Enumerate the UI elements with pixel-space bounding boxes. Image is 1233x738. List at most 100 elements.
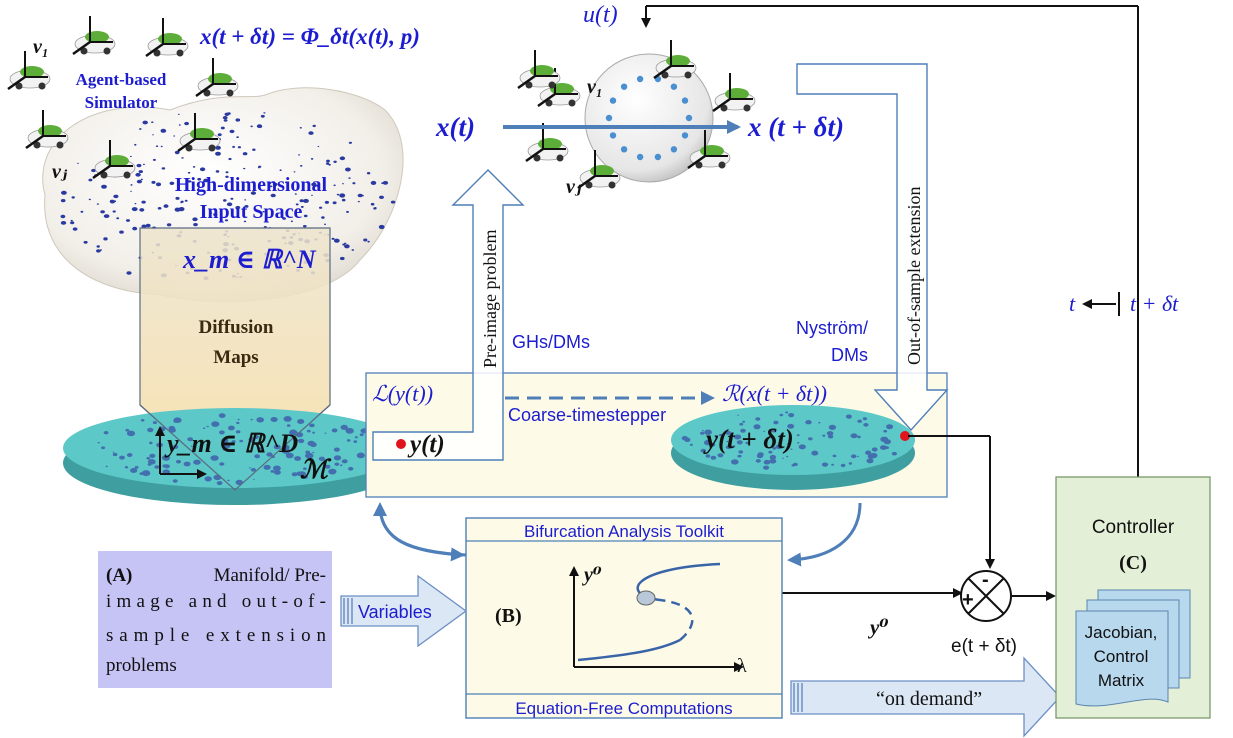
manifold-symbol: ℳ xyxy=(300,455,332,484)
texture-dot xyxy=(237,146,241,149)
texture-dot xyxy=(132,226,138,231)
texture-dot xyxy=(339,156,346,161)
texture-dot xyxy=(91,168,96,173)
variables-arrow-stripes xyxy=(343,598,353,624)
texture-dot xyxy=(381,182,384,185)
texture-dot xyxy=(96,203,99,205)
texture-dot xyxy=(163,204,169,208)
texture-dot xyxy=(325,162,330,165)
texture-dot xyxy=(206,425,209,428)
texture-dot xyxy=(883,439,891,445)
car-icon xyxy=(687,130,731,170)
texture-dot xyxy=(755,417,761,421)
texture-dot xyxy=(103,431,109,435)
texture-dot xyxy=(755,459,761,463)
texture-dot xyxy=(285,452,294,459)
texture-dot xyxy=(333,238,340,243)
texture-dot xyxy=(808,437,813,441)
texture-dot xyxy=(273,420,276,422)
texture-dot xyxy=(374,207,377,209)
texture-dot xyxy=(160,145,163,148)
texture-dot xyxy=(294,193,297,195)
variables-label: Variables xyxy=(358,602,432,622)
texture-dot xyxy=(145,223,151,228)
texture-dot xyxy=(190,445,193,447)
texture-dot xyxy=(113,200,117,203)
texture-dot xyxy=(70,219,73,222)
turning-point xyxy=(636,590,656,606)
texture-dot xyxy=(737,454,742,458)
texture-dot xyxy=(303,225,307,228)
on-demand-arrow xyxy=(790,656,1061,738)
texture-dot xyxy=(818,421,821,424)
texture-dot xyxy=(709,442,716,447)
texture-dot xyxy=(71,196,75,199)
texture-dot xyxy=(130,468,138,473)
texture-dot xyxy=(193,459,201,465)
texture-dot xyxy=(284,181,288,184)
texture-dot xyxy=(149,453,156,458)
texture-dot xyxy=(737,414,739,416)
ghs-dms-label: GHs/DMs xyxy=(512,332,590,352)
texture-dot xyxy=(719,433,723,437)
texture-dot xyxy=(235,118,241,122)
control-input-label: u(t) xyxy=(583,2,618,28)
texture-dot xyxy=(151,121,154,123)
texture-dot xyxy=(283,416,292,422)
texture-dot xyxy=(60,221,67,225)
texture-dot xyxy=(303,467,307,471)
texture-dot xyxy=(863,423,869,427)
a-box-line-4: problems xyxy=(106,655,177,676)
nystrom-label-2: DMs xyxy=(831,345,868,365)
texture-dot xyxy=(187,171,191,174)
texture-dot xyxy=(341,198,346,202)
texture-dot xyxy=(175,196,180,200)
lift-label: ℒ(y(t)) xyxy=(372,381,433,406)
texture-dot xyxy=(880,445,887,450)
texture-dot xyxy=(161,167,166,170)
texture-dot xyxy=(242,152,248,156)
texture-dot xyxy=(705,454,711,458)
texture-dot xyxy=(139,128,142,130)
texture-dot xyxy=(348,177,351,179)
texture-dot xyxy=(256,124,263,129)
texture-dot xyxy=(286,424,291,427)
texture-dot xyxy=(303,198,309,203)
top-equation: x(t + δt) = Φ_δt(x(t), p) xyxy=(199,24,420,49)
car-icon xyxy=(195,58,239,98)
texture-dot xyxy=(96,245,100,248)
texture-dot xyxy=(736,440,743,445)
ball-dot xyxy=(681,132,689,139)
texture-dot xyxy=(126,453,133,457)
texture-dot xyxy=(782,457,784,459)
bifurcation-title: Bifurcation Analysis Toolkit xyxy=(524,522,724,541)
texture-dot xyxy=(772,446,777,450)
texture-dot xyxy=(101,184,107,189)
texture-dot xyxy=(236,136,239,139)
texture-dot xyxy=(243,220,247,223)
ball-dot xyxy=(654,153,662,161)
texture-dot xyxy=(370,180,377,185)
texture-dot xyxy=(353,440,358,443)
texture-dot xyxy=(351,249,355,251)
texture-dot xyxy=(871,447,878,452)
texture-dot xyxy=(103,237,108,241)
texture-dot xyxy=(183,461,191,467)
texture-dot xyxy=(311,182,317,187)
texture-dot xyxy=(193,223,198,227)
texture-dot xyxy=(221,438,229,443)
texture-dot xyxy=(787,443,790,445)
plus-sign: + xyxy=(962,589,974,611)
svg-text:(A): (A) xyxy=(106,565,132,586)
texture-dot xyxy=(250,191,256,195)
texture-dot xyxy=(827,434,834,439)
texture-dot xyxy=(174,150,180,155)
agent-cars xyxy=(7,16,756,190)
texture-dot xyxy=(763,465,770,470)
texture-dot xyxy=(265,220,268,223)
texture-dot xyxy=(298,438,305,444)
golf-ball xyxy=(584,53,714,183)
y0-signal-label: y⁰ xyxy=(867,615,889,639)
texture-dot xyxy=(305,450,311,454)
